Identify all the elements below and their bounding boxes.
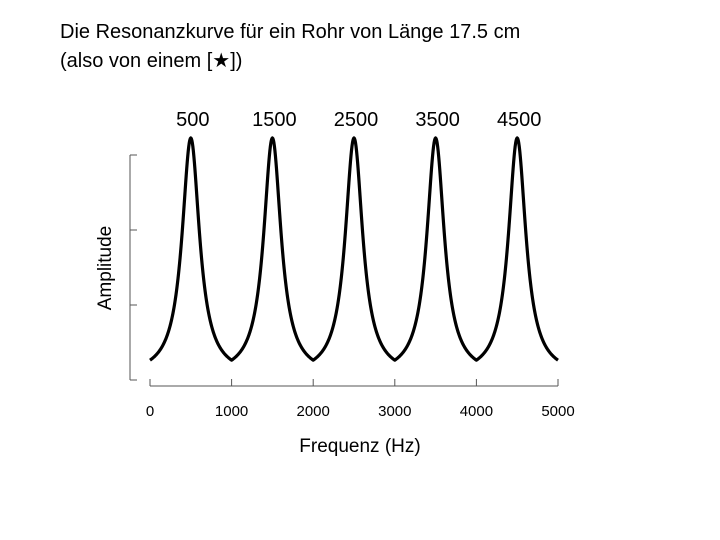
- resonance-curve: [148, 136, 560, 362]
- x-tick-label: 1000: [215, 403, 248, 420]
- x-axis: 0 1000 2000 3000 4000 5000: [146, 379, 575, 420]
- title-line-2-prefix: (also von einem [: [60, 50, 213, 72]
- peak-label: 2500: [334, 109, 379, 131]
- title-line-2: (also von einem [★]): [60, 46, 520, 75]
- x-tick-label: 0: [146, 403, 154, 420]
- peak-label: 500: [176, 109, 209, 131]
- title-line-1: Die Resonanzkurve für ein Rohr von Länge…: [60, 21, 521, 43]
- peak-label: 4500: [497, 109, 542, 131]
- x-tick-label: 4000: [460, 403, 493, 420]
- title-line-2-suffix: ]): [230, 50, 243, 72]
- peak-labels: 500 1500 2500 3500 4500: [176, 109, 541, 131]
- x-tick-label: 3000: [378, 403, 411, 420]
- chart-title: Die Resonanzkurve für ein Rohr von Länge…: [60, 18, 520, 75]
- x-tick-label: 2000: [297, 403, 330, 420]
- x-tick-label: 5000: [541, 403, 574, 420]
- star-symbol-icon: ★: [212, 48, 231, 72]
- y-axis-label: Amplitude: [95, 226, 116, 311]
- y-axis: [129, 154, 137, 381]
- peak-label: 3500: [415, 109, 460, 131]
- x-axis-label: Frequenz (Hz): [299, 436, 420, 457]
- peak-label: 1500: [252, 109, 297, 131]
- series-group: [148, 136, 560, 362]
